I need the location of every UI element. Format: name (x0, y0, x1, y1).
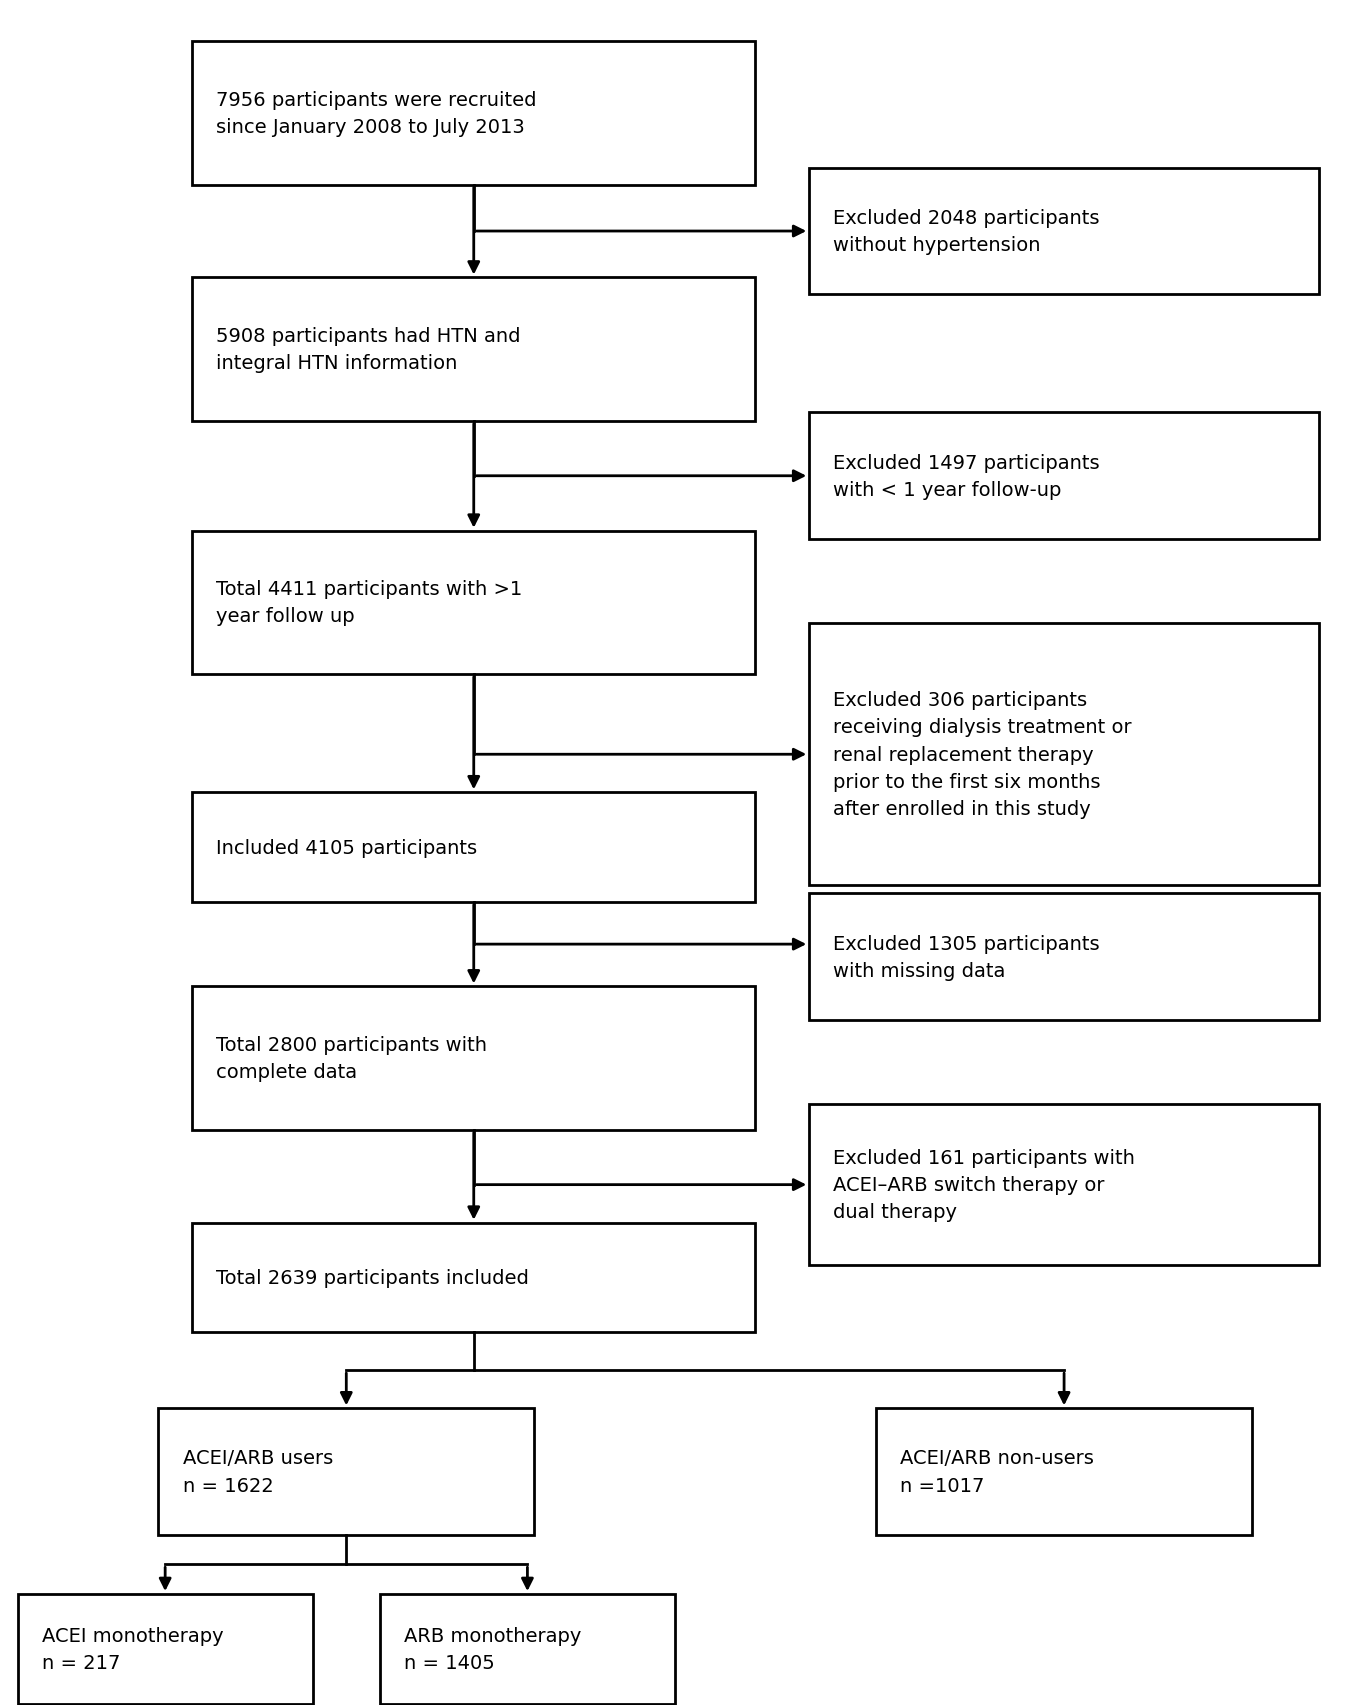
Text: Excluded 1305 participants
with missing data: Excluded 1305 participants with missing … (833, 934, 1100, 980)
Bar (192, 793, 756, 902)
Text: Total 2639 participants included: Total 2639 participants included (216, 1269, 529, 1287)
Text: 5908 participants had HTN and
integral HTN information: 5908 participants had HTN and integral H… (216, 327, 521, 373)
Bar (809, 169, 1319, 295)
Bar (192, 987, 756, 1130)
Text: ACEI/ARB non-users
n =1017: ACEI/ARB non-users n =1017 (900, 1449, 1095, 1495)
Bar (809, 413, 1319, 540)
Text: Total 4411 participants with >1
year follow up: Total 4411 participants with >1 year fol… (216, 580, 522, 626)
Bar (809, 893, 1319, 1021)
Bar (18, 1594, 313, 1703)
Text: 7956 participants were recruited
since January 2008 to July 2013: 7956 participants were recruited since J… (216, 90, 537, 136)
Bar (876, 1408, 1251, 1534)
Text: ARB monotherapy
n = 1405: ARB monotherapy n = 1405 (404, 1625, 582, 1673)
Text: ACEI/ARB users
n = 1622: ACEI/ARB users n = 1622 (182, 1449, 333, 1495)
Bar (809, 624, 1319, 885)
Bar (192, 1222, 756, 1333)
Bar (192, 43, 756, 186)
Bar (192, 278, 756, 421)
Text: Included 4105 participants: Included 4105 participants (216, 839, 478, 858)
Bar (809, 1105, 1319, 1265)
Text: ACEI monotherapy
n = 217: ACEI monotherapy n = 217 (42, 1625, 223, 1673)
Bar (192, 532, 756, 675)
Text: Excluded 161 participants with
ACEI–ARB switch therapy or
dual therapy: Excluded 161 participants with ACEI–ARB … (833, 1147, 1135, 1222)
Bar (158, 1408, 535, 1534)
Text: Excluded 2048 participants
without hypertension: Excluded 2048 participants without hyper… (833, 208, 1100, 256)
Text: Excluded 306 participants
receiving dialysis treatment or
renal replacement ther: Excluded 306 participants receiving dial… (833, 691, 1131, 818)
Text: Total 2800 participants with
complete data: Total 2800 participants with complete da… (216, 1035, 487, 1081)
Text: Excluded 1497 participants
with < 1 year follow-up: Excluded 1497 participants with < 1 year… (833, 454, 1100, 500)
Bar (379, 1594, 675, 1703)
